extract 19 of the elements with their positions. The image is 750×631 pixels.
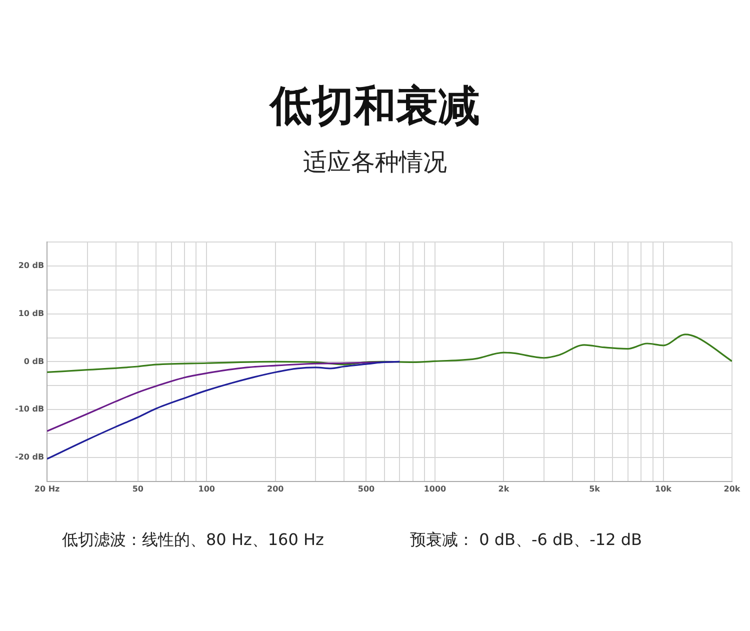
- x-tick-label: 1000: [424, 484, 447, 494]
- text: 低切滤波：线性的、80 Hz、160 Hz: [62, 530, 324, 551]
- x-tick-label: 10k: [655, 484, 672, 494]
- x-tick-label: 2k: [498, 484, 510, 494]
- y-tick-label: 0 dB: [24, 356, 44, 366]
- text: 预衰减： 0 dB、-6 dB、-12 dB: [410, 530, 642, 551]
- x-tick-label: 50: [132, 484, 144, 494]
- chart-subtitle: 适应各种情况: [302, 147, 448, 178]
- y-tick-label: -20 dB: [15, 452, 44, 462]
- x-tick-label: 5k: [589, 484, 601, 494]
- y-tick-label: 20 dB: [18, 261, 44, 270]
- x-tick-label: 20 Hz: [34, 484, 60, 494]
- x-tick-label: 200: [267, 484, 284, 494]
- x-tick-label: 20k: [724, 484, 741, 494]
- y-tick-label: -10 dB: [15, 404, 44, 414]
- x-tick-label: 100: [198, 484, 216, 494]
- y-tick-label: 10 dB: [18, 308, 44, 318]
- chart-title: 低切和衰减: [268, 80, 481, 132]
- x-tick-label: 500: [358, 484, 376, 494]
